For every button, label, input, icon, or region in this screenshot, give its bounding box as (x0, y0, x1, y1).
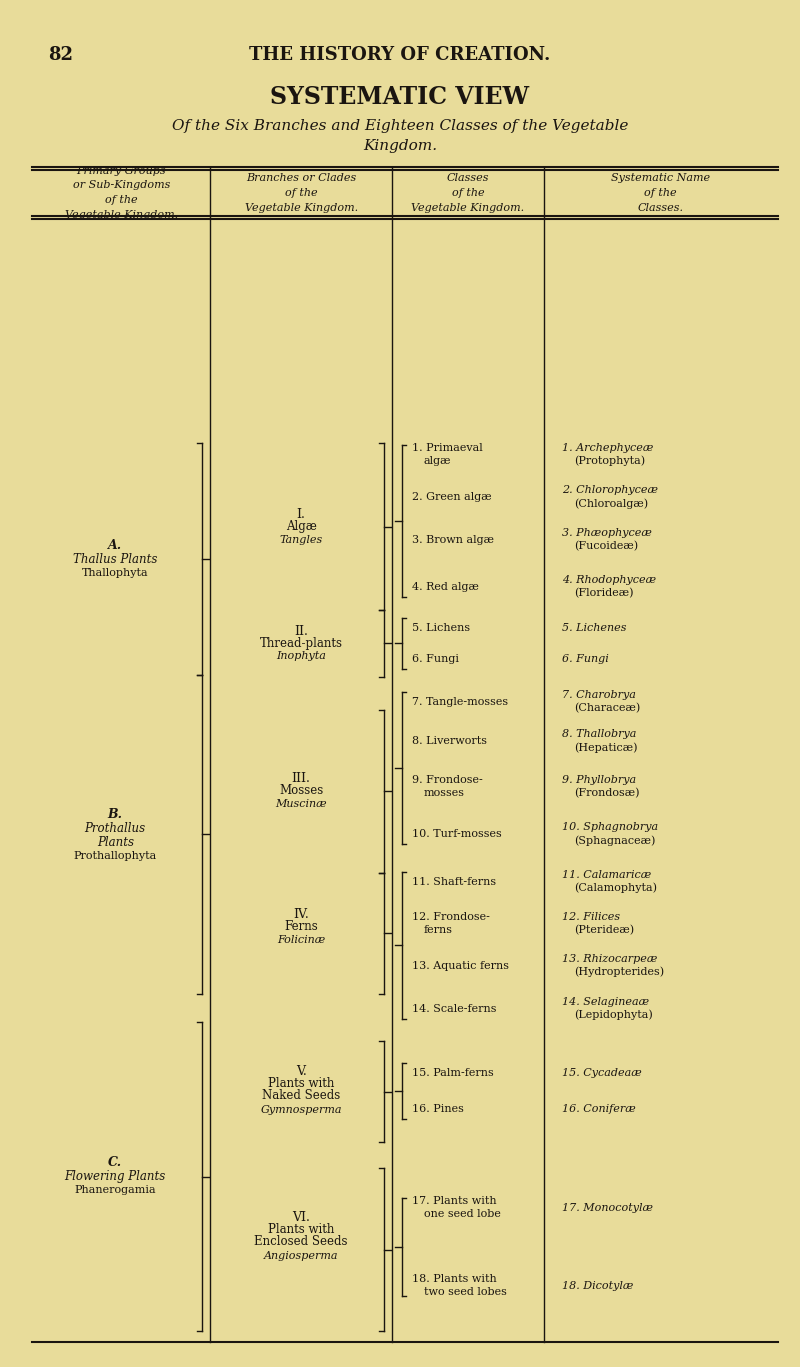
Text: Muscinæ: Muscinæ (275, 798, 327, 809)
Text: 7. Tangle-mosses: 7. Tangle-mosses (412, 697, 508, 707)
Text: algæ: algæ (424, 455, 451, 466)
Text: Prothallus: Prothallus (85, 822, 146, 835)
Text: IV.: IV. (294, 908, 309, 921)
Text: II.: II. (294, 625, 308, 638)
Text: Kingdom.: Kingdom. (363, 139, 437, 153)
Text: Thallus Plants: Thallus Plants (73, 552, 158, 566)
Text: Prothallophyta: Prothallophyta (74, 852, 157, 861)
Text: 9. Phyllobrya: 9. Phyllobrya (562, 775, 636, 785)
Text: 9. Frondose-: 9. Frondose- (412, 775, 482, 785)
Text: (Protophyta): (Protophyta) (574, 455, 645, 466)
Text: III.: III. (292, 772, 310, 785)
Text: Naked Seeds: Naked Seeds (262, 1089, 340, 1102)
Text: 11. Calamaricæ: 11. Calamaricæ (562, 869, 651, 880)
Text: 11. Shaft-ferns: 11. Shaft-ferns (412, 876, 496, 887)
Text: two seed lobes: two seed lobes (424, 1288, 507, 1297)
Text: 16. Coniferæ: 16. Coniferæ (562, 1103, 636, 1114)
Text: (Chloroalgæ): (Chloroalgæ) (574, 498, 648, 509)
Text: Branches or Clades
of the
Vegetable Kingdom.: Branches or Clades of the Vegetable King… (245, 174, 358, 212)
Text: B.: B. (108, 808, 122, 822)
Text: 15. Cycadeaæ: 15. Cycadeaæ (562, 1068, 642, 1077)
Text: A.: A. (108, 539, 122, 552)
Text: 8. Thallobrya: 8. Thallobrya (562, 729, 636, 740)
Text: 15. Palm-ferns: 15. Palm-ferns (412, 1068, 494, 1077)
Text: Angiosperma: Angiosperma (264, 1251, 338, 1260)
Text: Phanerogamia: Phanerogamia (74, 1185, 156, 1195)
Text: 12. Frondose-: 12. Frondose- (412, 912, 490, 923)
Text: 18. Plants with: 18. Plants with (412, 1274, 497, 1284)
Text: 17. Plants with: 17. Plants with (412, 1196, 497, 1206)
Text: (Sphagnaceæ): (Sphagnaceæ) (574, 835, 655, 846)
Text: 13. Rhizocarpeæ: 13. Rhizocarpeæ (562, 954, 658, 964)
Text: mosses: mosses (424, 789, 465, 798)
Text: 6. Fungi: 6. Fungi (412, 655, 459, 664)
Text: Gymnosperma: Gymnosperma (261, 1105, 342, 1114)
Text: C.: C. (108, 1155, 122, 1169)
Text: 1. Archephyceæ: 1. Archephyceæ (562, 443, 654, 452)
Text: 4. Rhodophyceæ: 4. Rhodophyceæ (562, 576, 656, 585)
Text: 5. Lichens: 5. Lichens (412, 623, 470, 633)
Text: 2. Green algæ: 2. Green algæ (412, 492, 492, 503)
Text: I.: I. (297, 509, 306, 521)
Text: Plants: Plants (97, 837, 134, 849)
Text: Enclosed Seeds: Enclosed Seeds (254, 1236, 348, 1248)
Text: Tangles: Tangles (279, 534, 323, 544)
Text: Plants with: Plants with (268, 1223, 334, 1236)
Text: Thread-plants: Thread-plants (260, 637, 342, 649)
Text: 12. Filices: 12. Filices (562, 912, 620, 923)
Text: (Lepidophyta): (Lepidophyta) (574, 1009, 653, 1020)
Text: Algæ: Algæ (286, 519, 317, 533)
Text: 8. Liverworts: 8. Liverworts (412, 737, 487, 746)
Text: 14. Scale-ferns: 14. Scale-ferns (412, 1003, 497, 1014)
Text: one seed lobe: one seed lobe (424, 1208, 501, 1218)
Text: SYSTEMATIC VIEW: SYSTEMATIC VIEW (270, 85, 530, 109)
Text: (Florideæ): (Florideæ) (574, 588, 634, 599)
Text: Plants with: Plants with (268, 1077, 334, 1089)
Text: 3. Phæophyceæ: 3. Phæophyceæ (562, 528, 652, 539)
Text: (Hepaticæ): (Hepaticæ) (574, 742, 638, 752)
Text: 5. Lichenes: 5. Lichenes (562, 623, 626, 633)
Text: 18. Dicotylæ: 18. Dicotylæ (562, 1281, 634, 1292)
Text: Inophyta: Inophyta (276, 652, 326, 662)
Text: 1. Primaeval: 1. Primaeval (412, 443, 482, 452)
Text: Primary Groups
or Sub-Kingdoms
of the
Vegetable Kingdom.: Primary Groups or Sub-Kingdoms of the Ve… (65, 165, 178, 220)
Text: 17. Monocotylæ: 17. Monocotylæ (562, 1203, 653, 1213)
Text: 14. Selagineaæ: 14. Selagineaæ (562, 997, 649, 1006)
Text: 82: 82 (48, 45, 73, 64)
Text: VI.: VI. (292, 1211, 310, 1223)
Text: V.: V. (296, 1065, 306, 1079)
Text: Systematic Name
of the
Classes.: Systematic Name of the Classes. (611, 174, 710, 212)
Text: THE HISTORY OF CREATION.: THE HISTORY OF CREATION. (250, 45, 550, 64)
Text: 3. Brown algæ: 3. Brown algæ (412, 534, 494, 545)
Text: (Calamophyta): (Calamophyta) (574, 883, 657, 893)
Text: 13. Aquatic ferns: 13. Aquatic ferns (412, 961, 509, 971)
Text: 10. Sphagnobrya: 10. Sphagnobrya (562, 823, 658, 833)
Text: 2. Chlorophyceæ: 2. Chlorophyceæ (562, 485, 658, 495)
Text: Ferns: Ferns (284, 920, 318, 934)
Text: Folicinæ: Folicinæ (277, 935, 326, 945)
Text: ferns: ferns (424, 925, 453, 935)
Text: Of the Six Branches and Eighteen Classes of the Vegetable: Of the Six Branches and Eighteen Classes… (172, 119, 628, 133)
Text: (Characeæ): (Characeæ) (574, 703, 640, 714)
Text: 10. Turf-mosses: 10. Turf-mosses (412, 830, 502, 839)
Text: (Fucoideæ): (Fucoideæ) (574, 541, 638, 551)
Text: Classes
of the
Vegetable Kingdom.: Classes of the Vegetable Kingdom. (411, 174, 525, 212)
Text: 7. Charobrya: 7. Charobrya (562, 690, 636, 700)
Text: (Hydropterides): (Hydropterides) (574, 966, 664, 977)
Text: 16. Pines: 16. Pines (412, 1103, 464, 1114)
Text: Mosses: Mosses (279, 785, 323, 797)
Text: Flowering Plants: Flowering Plants (65, 1170, 166, 1182)
Text: Thallophyta: Thallophyta (82, 569, 149, 578)
Text: 4. Red algæ: 4. Red algæ (412, 582, 479, 592)
Text: (Frondosæ): (Frondosæ) (574, 789, 639, 798)
Text: (Pterideæ): (Pterideæ) (574, 925, 634, 935)
Text: 6. Fungi: 6. Fungi (562, 655, 609, 664)
